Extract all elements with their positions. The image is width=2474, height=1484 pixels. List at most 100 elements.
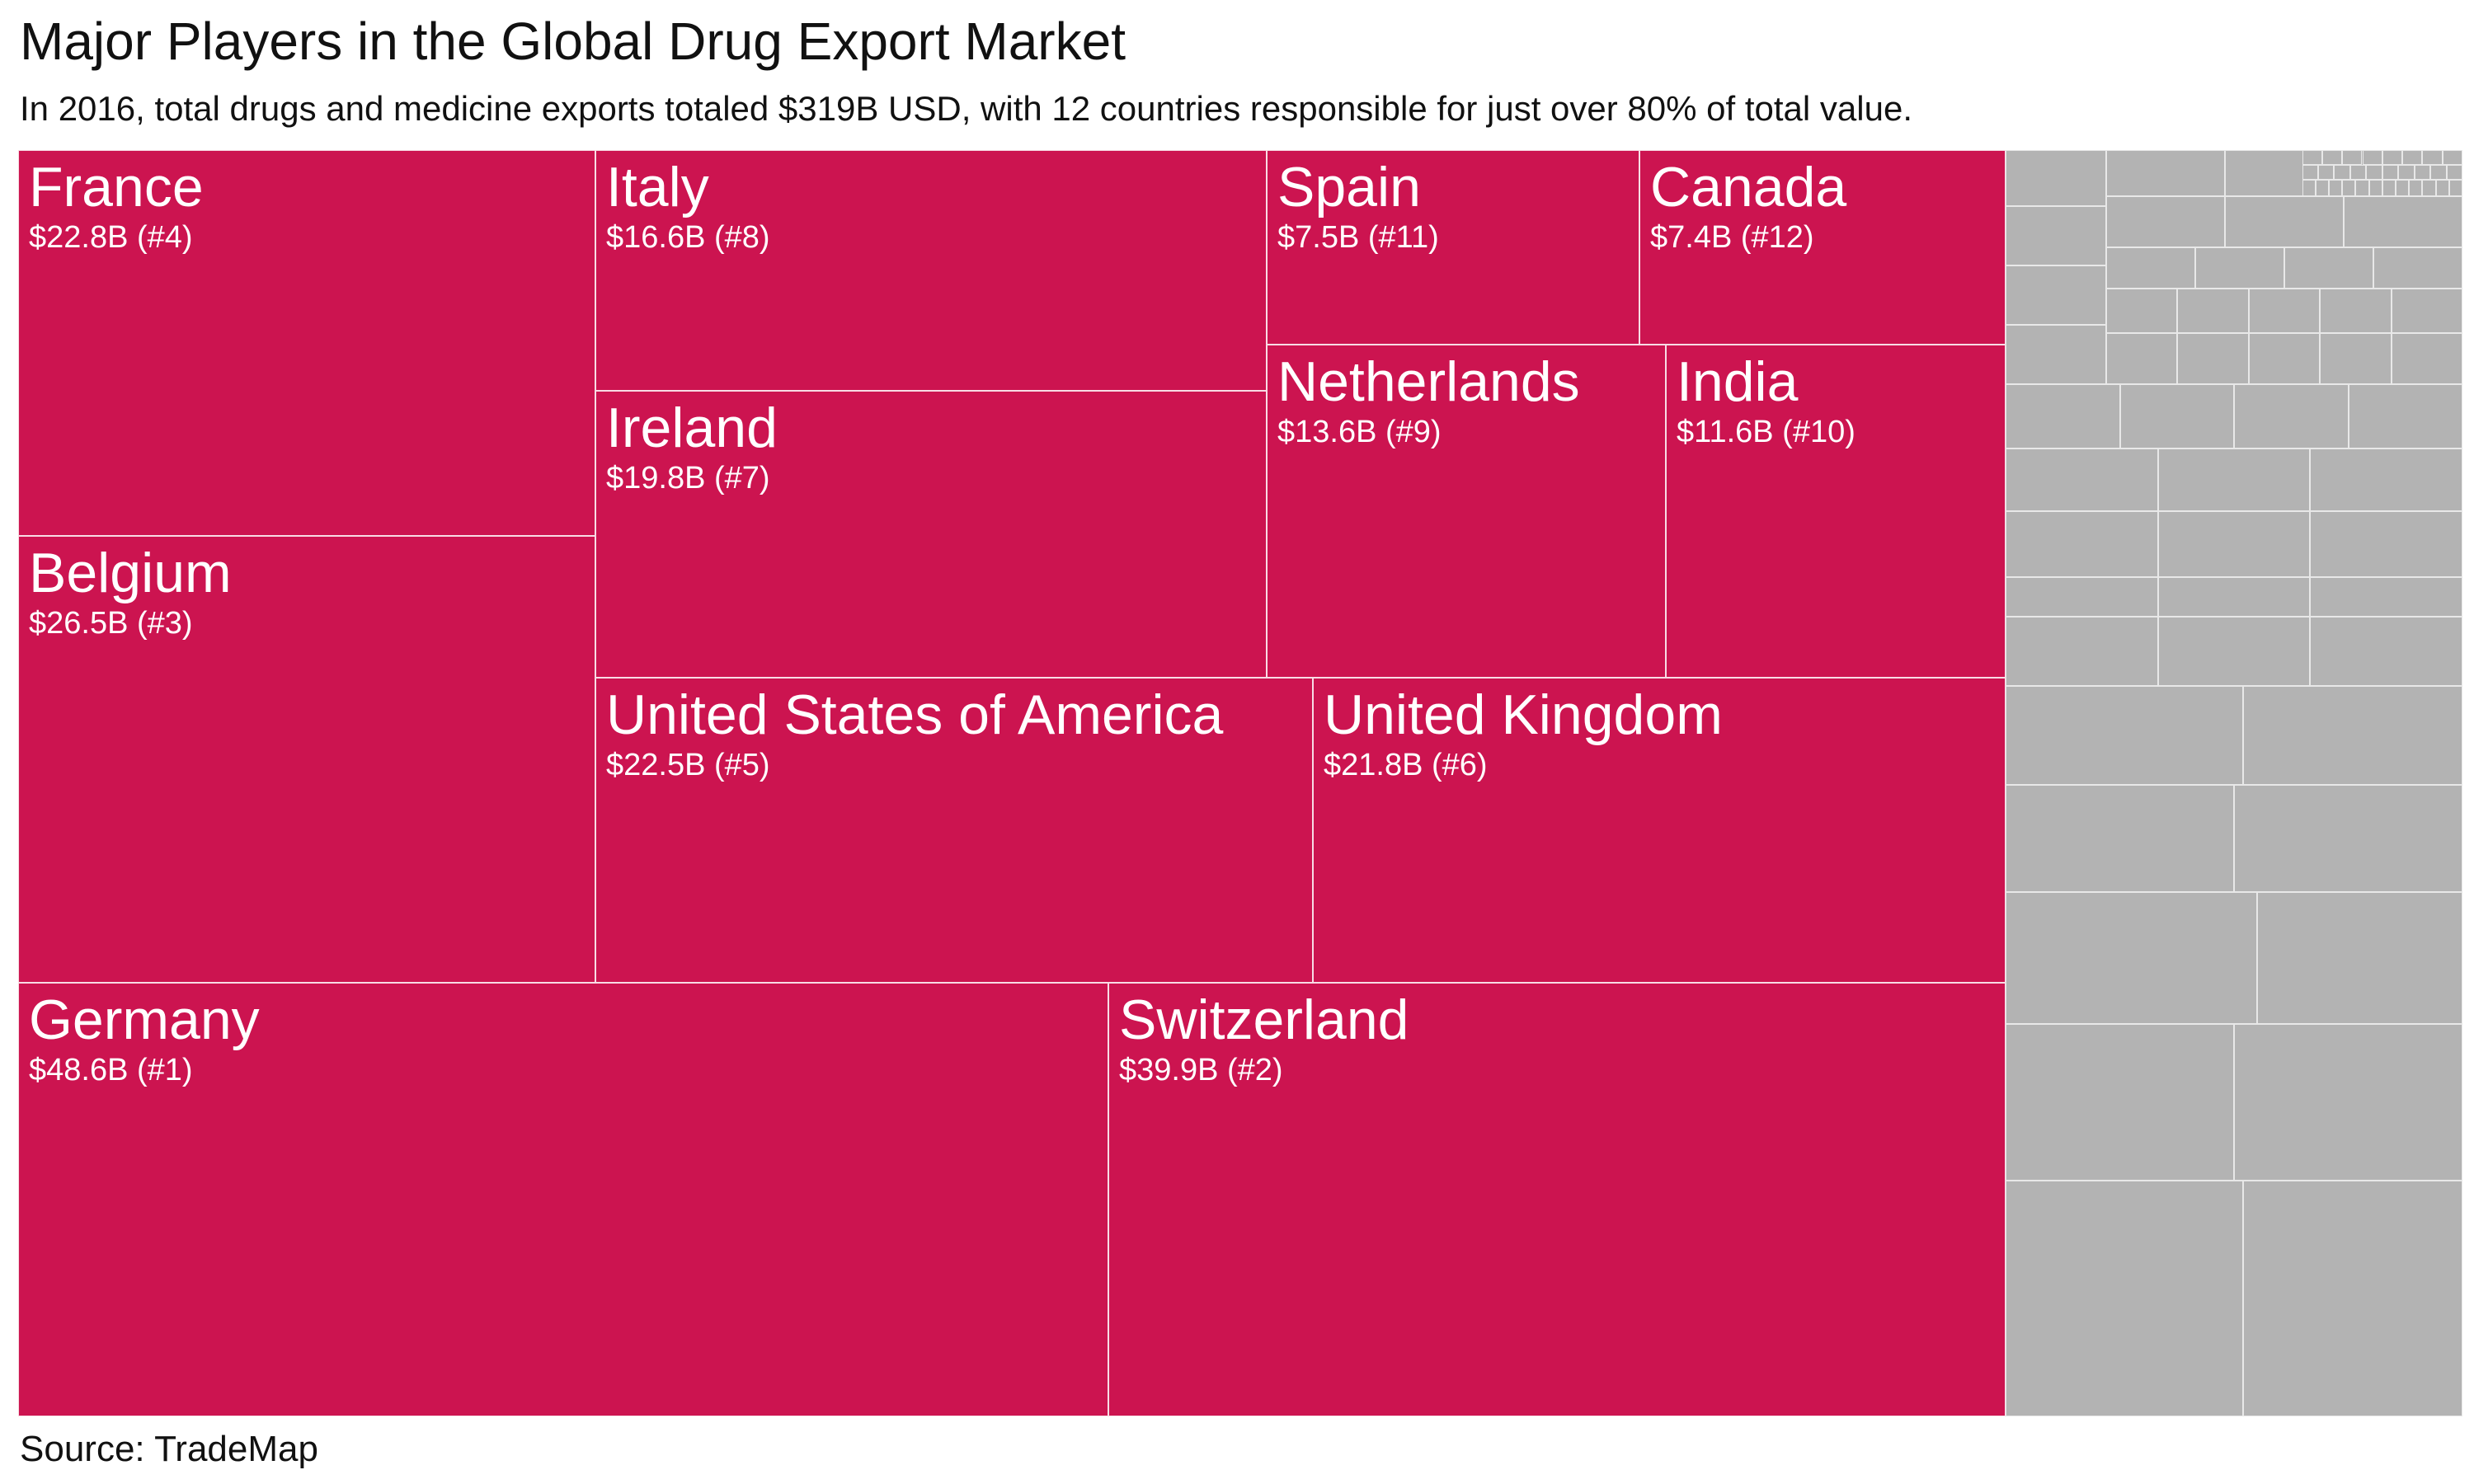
tile-other-country (2310, 577, 2462, 617)
tile-value-label: $19.8B (#7) (606, 461, 770, 495)
tile-spain: Spain $7.5B (#11) (1267, 150, 1639, 345)
tile-other-country (2006, 325, 2106, 384)
tile-switzerland: Switzerland $39.9B (#2) (1108, 983, 2006, 1416)
tile-value-label: $16.6B (#8) (606, 220, 770, 255)
tile-other-country (2382, 150, 2403, 165)
tile-other-country (2006, 150, 2106, 206)
tile-other-country (2382, 165, 2399, 180)
tile-other-country (2422, 180, 2436, 196)
tile-other-country (2106, 333, 2178, 384)
tile-other-country (2234, 384, 2349, 448)
tile-other-country (2446, 165, 2462, 180)
tile-other-country (2195, 247, 2284, 289)
tile-other-country (2355, 180, 2369, 196)
tile-netherlands: Netherlands $13.6B (#9) (1267, 345, 1666, 678)
tile-other-country (2310, 617, 2462, 686)
tile-other-country (2302, 165, 2319, 180)
tile-other-country (2442, 150, 2462, 165)
tile-other-country (2329, 180, 2343, 196)
tile-value-label: $39.9B (#2) (1119, 1053, 1283, 1087)
tile-other-country (2257, 892, 2462, 1024)
tile-value-label: $7.4B (#12) (1650, 220, 1814, 255)
tile-other-country (2320, 289, 2392, 333)
tile-other-country (2321, 150, 2343, 165)
tile-other-country (2284, 247, 2373, 289)
tile-other-country (2157, 448, 2311, 511)
tile-other-country (2234, 1024, 2462, 1181)
tile-other-country (2006, 265, 2106, 325)
tile-other-country (2006, 892, 2257, 1024)
tile-value-label: $22.8B (#4) (29, 220, 193, 255)
tile-other-country (2006, 686, 2243, 785)
tile-other-country (2435, 180, 2449, 196)
tile-value-label: $13.6B (#9) (1277, 415, 1442, 449)
chart-subtitle: In 2016, total drugs and medicine export… (20, 89, 1912, 128)
tile-value-label: $11.6B (#10) (1677, 415, 1856, 449)
tile-other-country (2310, 511, 2462, 577)
tile-name-label: Switzerland (1119, 989, 1409, 1051)
tile-value-label: $48.6B (#1) (29, 1053, 193, 1087)
tile-other-country (2006, 785, 2234, 892)
tile-other-country (2106, 150, 2225, 196)
tile-other-country (2006, 511, 2158, 577)
tile-name-label: Italy (606, 156, 709, 218)
source-note: Source: TradeMap (20, 1429, 318, 1469)
tile-value-label: $21.8B (#6) (1324, 748, 1488, 782)
tile-other-country (2430, 165, 2447, 180)
tile-other-country (2248, 333, 2321, 384)
tile-name-label: Spain (1277, 156, 1421, 218)
tile-other-country (2106, 247, 2195, 289)
tile-other-country (2391, 289, 2462, 333)
tile-france: France $22.8B (#4) (18, 150, 595, 536)
tile-other-country (2366, 165, 2382, 180)
tile-other-country (2368, 180, 2382, 196)
tile-other-country (2396, 180, 2410, 196)
tile-united-kingdom: United Kingdom $21.8B (#6) (1313, 678, 2006, 983)
tile-other-country (2006, 1181, 2243, 1416)
tile-other-country (2177, 289, 2249, 333)
tile-name-label: Germany (29, 989, 260, 1051)
tile-other-country (2342, 180, 2356, 196)
tile-ireland: Ireland $19.8B (#7) (595, 391, 1267, 678)
tile-other-country (2157, 511, 2311, 577)
tile-united-states-of-america: United States of America $22.5B (#5) (595, 678, 1313, 983)
tile-other-country (2382, 180, 2396, 196)
tile-other-country (2448, 180, 2462, 196)
tile-name-label: United Kingdom (1324, 683, 1723, 746)
tile-other-country (2310, 448, 2462, 511)
tile-other-country (2342, 150, 2363, 165)
tile-other-country (2157, 577, 2311, 617)
tile-belgium: Belgium $26.5B (#3) (18, 536, 595, 983)
tile-other-country (2243, 1181, 2462, 1416)
tile-name-label: Canada (1650, 156, 1847, 218)
tile-other-country (2006, 206, 2106, 265)
tile-germany: Germany $48.6B (#1) (18, 983, 1108, 1416)
tile-name-label: India (1677, 350, 1799, 413)
treemap-chart: Germany $48.6B (#1) Switzerland $39.9B (#2)… (18, 150, 2462, 1416)
tile-value-label: $7.5B (#11) (1277, 220, 1439, 255)
tile-other-country (2243, 686, 2462, 785)
tile-other-country (2225, 196, 2344, 247)
tile-other-country (2422, 150, 2443, 165)
tile-name-label: Netherlands (1277, 350, 1580, 413)
tile-other-country (2391, 333, 2462, 384)
tile-other-country (2006, 384, 2120, 448)
tile-other-country (2373, 247, 2462, 289)
tile-other-country (2344, 196, 2462, 247)
tile-other-country (2302, 180, 2316, 196)
tile-value-label: $26.5B (#3) (29, 606, 193, 641)
tile-name-label: France (29, 156, 204, 218)
tile-other-country (2006, 1024, 2234, 1181)
tile-other-country (2006, 448, 2158, 511)
tile-other-country (2320, 333, 2392, 384)
chart-title: Major Players in the Global Drug Export … (20, 12, 1126, 71)
tile-other-country (2157, 617, 2311, 686)
tile-other-country (2402, 150, 2423, 165)
tile-other-country (2177, 333, 2249, 384)
tile-other-country (2362, 150, 2382, 165)
tile-other-country (2348, 384, 2462, 448)
tile-value-label: $22.5B (#5) (606, 748, 770, 782)
tile-name-label: Ireland (606, 397, 778, 459)
tile-other-country (2334, 165, 2350, 180)
tile-other-country (2119, 384, 2234, 448)
